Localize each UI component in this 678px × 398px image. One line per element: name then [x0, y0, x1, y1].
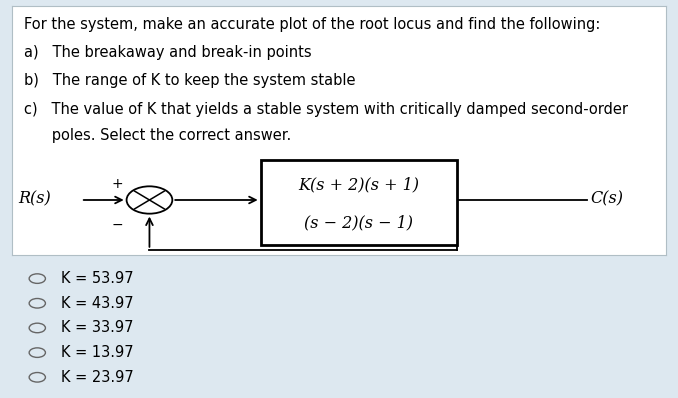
Text: K = 13.97: K = 13.97: [61, 345, 134, 360]
Text: a)   The breakaway and break-in points: a) The breakaway and break-in points: [24, 45, 312, 60]
Text: For the system, make an accurate plot of the root locus and find the following:: For the system, make an accurate plot of…: [24, 17, 600, 32]
Bar: [260, 160, 457, 245]
Text: R(s): R(s): [19, 190, 52, 207]
Text: (s − 2)(s − 1): (s − 2)(s − 1): [304, 214, 413, 231]
Text: K = 43.97: K = 43.97: [61, 296, 134, 311]
Text: K = 33.97: K = 33.97: [61, 320, 134, 336]
Text: K = 53.97: K = 53.97: [61, 271, 134, 286]
Text: K = 23.97: K = 23.97: [61, 370, 134, 385]
Text: b)   The range of K to keep the system stable: b) The range of K to keep the system sta…: [24, 73, 355, 88]
Text: +: +: [112, 177, 123, 191]
Text: K(s + 2)(s + 1): K(s + 2)(s + 1): [298, 177, 419, 193]
Text: c)   The value of K that yields a stable system with critically damped second-or: c) The value of K that yields a stable s…: [24, 102, 628, 117]
Text: poles. Select the correct answer.: poles. Select the correct answer.: [24, 128, 292, 143]
Text: −: −: [112, 217, 123, 231]
Text: C(s): C(s): [591, 190, 624, 207]
